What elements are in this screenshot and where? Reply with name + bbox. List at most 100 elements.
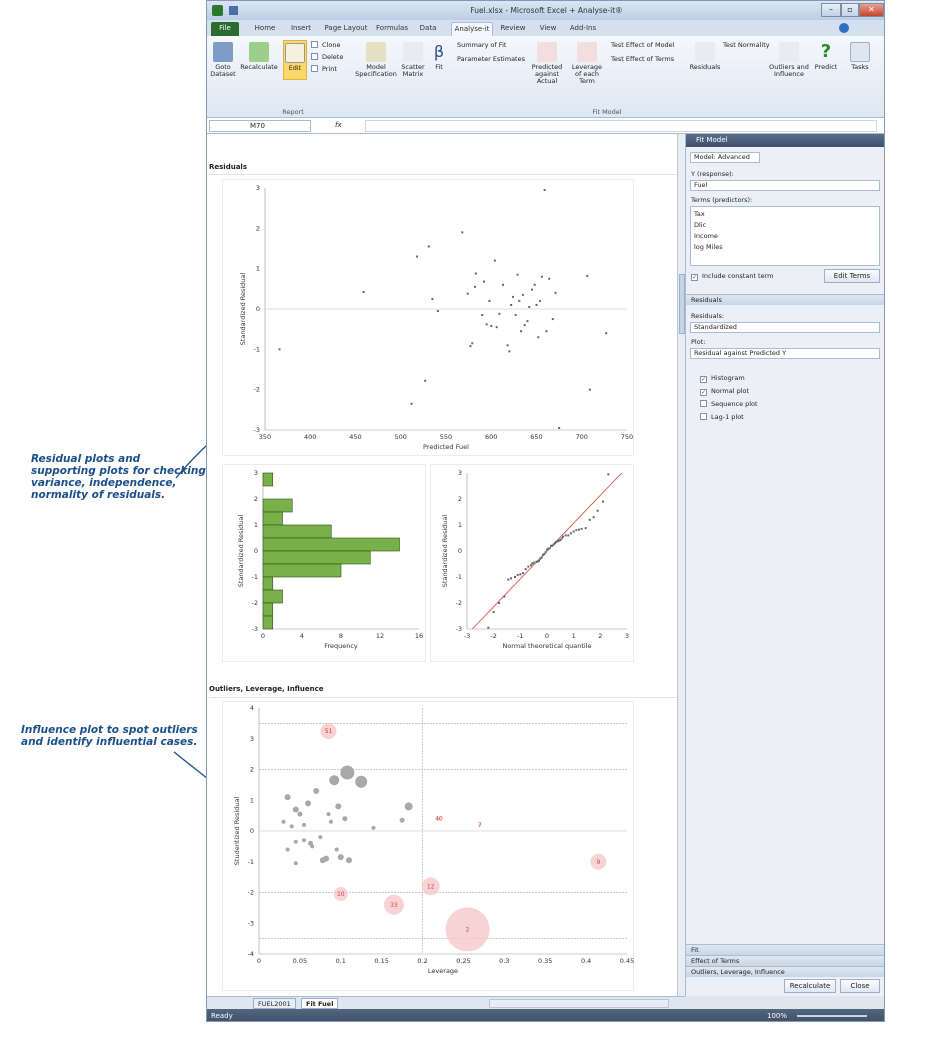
y-tick-label: -3 <box>248 919 254 927</box>
bubble <box>281 819 286 824</box>
outlier-bubble <box>436 816 441 821</box>
tab-page-layout[interactable]: Page Layout <box>324 24 368 32</box>
list-item[interactable]: Dlic <box>694 221 707 229</box>
tab-data[interactable]: Data <box>419 24 437 32</box>
print-button[interactable]: Print <box>311 65 337 73</box>
data-point <box>502 283 505 286</box>
data-point <box>488 299 491 302</box>
bubble <box>334 847 339 852</box>
sheet-tab-fit-fuel[interactable]: Fit Fuel <box>301 998 339 1009</box>
scatter-matrix-button[interactable]: Scatter Matrix <box>399 42 427 78</box>
goto-dataset-button[interactable]: Goto Dataset <box>209 42 237 78</box>
divider <box>209 174 677 175</box>
summary-of-fit-button[interactable]: Summary of Fit <box>457 41 507 49</box>
close-button[interactable]: ✕ <box>859 3 884 17</box>
x-tick-label: 450 <box>349 433 361 441</box>
test-normality-button[interactable]: Test Normality <box>723 41 770 49</box>
fit-section-header[interactable]: Fit <box>686 944 884 955</box>
data-point <box>602 500 604 503</box>
lag1-plot-checkbox[interactable]: Lag-1 plot <box>700 413 744 421</box>
data-point <box>584 527 587 530</box>
x-tick-label: 550 <box>440 433 452 441</box>
plot-dropdown[interactable]: Residual against Predicted Y <box>690 348 880 359</box>
save-icon[interactable] <box>229 6 238 15</box>
data-point <box>564 534 567 537</box>
data-point <box>516 573 519 576</box>
predicted-against-actual-button[interactable]: Predicted against Actual <box>527 42 567 85</box>
minimize-button[interactable]: – <box>821 3 841 17</box>
maximize-button[interactable]: ▫ <box>841 3 859 17</box>
fit-button[interactable]: β Fit <box>429 42 449 71</box>
recalculate-button[interactable]: Recalculate <box>239 42 279 71</box>
tab-insert[interactable]: Insert <box>290 24 312 32</box>
sheet-tab-fuel2001[interactable]: FUEL2001 <box>253 998 296 1009</box>
bubble <box>335 803 342 810</box>
name-box[interactable]: M70 <box>209 120 311 132</box>
data-point <box>540 556 543 559</box>
tab-home[interactable]: Home <box>254 24 276 32</box>
x-tick-label: 600 <box>485 433 497 441</box>
x-tick-label: -2 <box>490 632 496 640</box>
residuals-section-header[interactable]: Residuals <box>686 294 884 305</box>
x-tick-label: 0.05 <box>293 957 307 965</box>
x-tick-label: 4 <box>300 632 304 640</box>
outlier-bubble <box>478 823 482 827</box>
edit-terms-button[interactable]: Edit Terms <box>824 269 880 283</box>
horizontal-scrollbar[interactable] <box>489 999 669 1008</box>
window-title: Fuel.xlsx - Microsoft Excel + Analyse-it… <box>470 6 623 15</box>
data-point <box>530 288 533 291</box>
bubble <box>345 857 352 864</box>
model-dropdown[interactable]: Model: Advanced <box>690 152 760 163</box>
terms-list[interactable]: Tax Dlic Income log Miles <box>690 206 880 266</box>
data-point <box>492 611 495 614</box>
tab-analyse-it[interactable]: Analyse-it <box>451 22 493 36</box>
formula-input[interactable] <box>365 120 877 132</box>
outliers-section-header[interactable]: Outliers, Leverage, Influence <box>686 966 884 977</box>
bubble <box>328 819 333 824</box>
clone-button[interactable]: Clone <box>311 41 340 49</box>
delete-button[interactable]: Delete <box>311 53 343 61</box>
tab-formulas[interactable]: Formulas <box>376 24 408 32</box>
normal-plot-checkbox[interactable]: ✓ Normal plot <box>700 387 750 396</box>
bubble <box>301 838 306 843</box>
tab-file[interactable]: File <box>211 22 239 36</box>
outlier-label: 9 <box>596 859 600 866</box>
tab-review[interactable]: Review <box>500 24 526 32</box>
list-item[interactable]: log Miles <box>694 243 723 251</box>
data-point <box>508 350 511 353</box>
outliers-influence-button[interactable]: Outliers and Influence <box>769 42 809 78</box>
tab-view[interactable]: View <box>539 24 557 32</box>
effect-of-terms-section-header[interactable]: Effect of Terms <box>686 955 884 966</box>
tab-add-ins[interactable]: Add-Ins <box>569 24 597 32</box>
vertical-scrollbar[interactable] <box>677 134 685 996</box>
predict-button[interactable]: ? Predict <box>814 41 838 71</box>
close-pane-button[interactable]: Close <box>840 979 880 993</box>
bubble <box>313 788 320 795</box>
edit-button[interactable]: Edit <box>283 40 307 80</box>
list-item[interactable]: Tax <box>694 210 705 218</box>
help-icon[interactable] <box>839 23 849 33</box>
tasks-button[interactable]: Tasks <box>847 42 873 71</box>
residuals-button[interactable]: Residuals <box>689 42 721 71</box>
bubble <box>371 825 376 830</box>
include-constant-checkbox[interactable]: ✓ Include constant term <box>691 272 774 281</box>
y-tick-label: -1 <box>456 573 462 581</box>
x-tick-label: 0.1 <box>336 957 346 965</box>
parameter-estimates-button[interactable]: Parameter Estimates <box>457 55 525 63</box>
histogram-checkbox[interactable]: ✓ Histogram <box>700 374 745 383</box>
test-effect-of-terms-button[interactable]: Test Effect of Terms <box>611 55 675 63</box>
leverage-of-each-term-button[interactable]: Leverage of each Term <box>569 42 605 85</box>
y-tick-label: 1 <box>256 265 260 273</box>
zoom-slider[interactable] <box>797 1015 867 1017</box>
list-item[interactable]: Income <box>694 232 718 240</box>
test-effect-of-model-button[interactable]: Test Effect of Model <box>611 41 675 49</box>
scroll-thumb[interactable] <box>679 274 685 334</box>
data-point <box>416 255 419 258</box>
excel-icon <box>212 5 223 16</box>
sequence-plot-checkbox[interactable]: Sequence plot <box>700 400 758 408</box>
residuals-type-dropdown[interactable]: Standardized <box>690 322 880 333</box>
model-specification-button[interactable]: Model Specification <box>355 42 397 78</box>
y-response-field[interactable]: Fuel <box>690 180 880 191</box>
recalculate-pane-button[interactable]: Recalculate <box>784 979 836 993</box>
histogram-bar <box>262 472 274 487</box>
